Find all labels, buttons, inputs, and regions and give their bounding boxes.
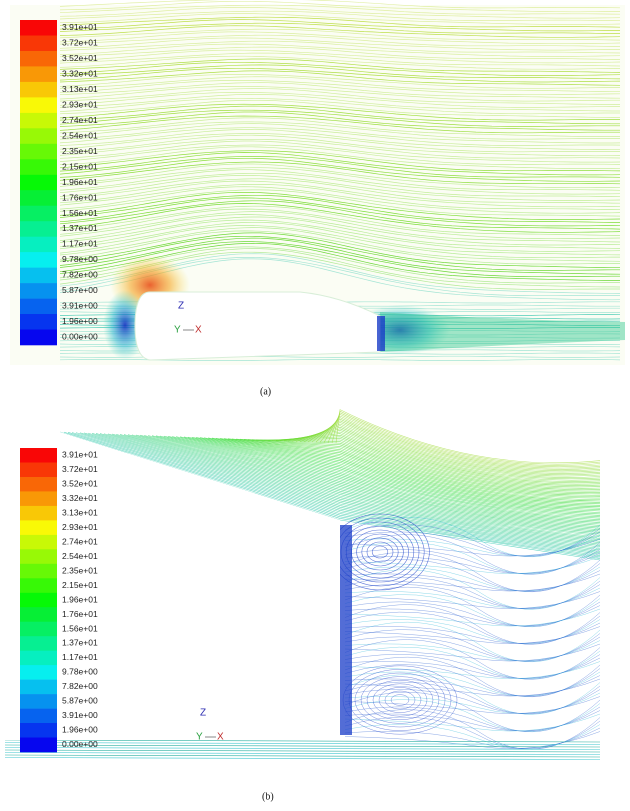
colorbar-swatch [20,709,57,724]
colorbar-label: 3.72e+01 [62,37,98,47]
colorbar-label: 5.87e+00 [62,696,98,706]
colorbar-label: 1.96e+00 [62,725,98,735]
colorbar-swatch [20,66,57,82]
colorbar-swatch [20,477,57,492]
colorbar-swatch [20,593,57,608]
axis-label-x: X [217,732,224,743]
colorbar-swatch [20,237,57,253]
colorbar-swatch [20,113,57,129]
colorbar-label: 2.93e+01 [62,99,98,109]
colorbar-label: 3.13e+01 [62,84,98,94]
colorbar-label: 1.96e+01 [62,177,98,187]
colorbar-swatch [20,651,57,666]
colorbar-swatch [20,607,57,622]
colorbar-label: 5.87e+00 [62,285,98,295]
colorbar-label: 1.56e+01 [62,623,98,633]
colorbar-swatch [20,665,57,680]
colorbar-label: 2.54e+01 [62,551,98,561]
colorbar-swatch [20,491,57,506]
colorbar-swatch [20,694,57,709]
colorbar-swatch [20,622,57,637]
colorbar-swatch [20,506,57,521]
page: {"panels": [ {"colorbar": {"labels": ["3… [0,0,630,811]
caption: (b) [262,791,274,802]
axis-label-x: X [195,325,202,336]
colorbar-label: 2.93e+01 [62,522,98,532]
colorbar-swatch [20,520,57,535]
colorbar-swatch [20,680,57,695]
colorbar-label: 1.17e+01 [62,652,98,662]
colorbar-swatch [20,252,57,268]
axis-label-y: Y [196,732,203,743]
axis-label-y: Y [174,325,181,336]
colorbar-swatch [20,268,57,284]
colorbar-label: 9.78e+00 [62,254,98,264]
colorbar-label: 3.91e+01 [62,22,98,32]
colorbar-swatch [20,97,57,113]
colorbar-label: 7.82e+00 [62,681,98,691]
colorbar-label: 1.37e+01 [62,638,98,648]
base-vortex [340,525,352,735]
colorbar-swatch [20,463,57,478]
colorbar-swatch [20,723,57,738]
colorbar-label: 1.56e+01 [62,208,98,218]
colorbar-label: 2.54e+01 [62,130,98,140]
colorbar-label: 2.15e+01 [62,580,98,590]
colorbar-label: 9.78e+00 [62,667,98,677]
colorbar-label: 3.52e+01 [62,478,98,488]
colorbar-swatch [20,283,57,299]
colorbar-label: 1.96e+01 [62,594,98,604]
colorbar-swatch [20,51,57,67]
colorbar-swatch [20,36,57,52]
colorbar-swatch [20,314,57,330]
base-vortex [377,316,385,351]
colorbar-swatch [20,549,57,564]
colorbar-swatch [20,221,57,237]
colorbar-label: 3.91e+00 [62,301,98,311]
colorbar-swatch [20,206,57,222]
colorbar-label: 3.72e+01 [62,464,98,474]
colorbar-swatch [20,578,57,593]
colorbar-swatch [20,175,57,191]
colorbar-label: 2.35e+01 [62,565,98,575]
colorbar-swatch [20,330,57,346]
colorbar-label: 3.91e+01 [62,449,98,459]
colorbar-swatch [20,144,57,160]
colorbar-label: 1.17e+01 [62,239,98,249]
figure: 3.91e+01 3.72e+01 3.52e+01 3.32e+01 3.13e+01… [0,0,630,806]
caption: (a) [260,386,271,397]
axis-label-z: Z [178,301,184,312]
colorbar-label: 3.32e+01 [62,493,98,503]
colorbar-swatch [20,738,57,753]
colorbar-label: 3.13e+01 [62,507,98,517]
colorbar-label: 2.15e+01 [62,161,98,171]
colorbar-swatch [20,159,57,175]
colorbar-swatch [20,448,57,463]
colorbar-swatch [20,128,57,144]
colorbar-label: 2.35e+01 [62,146,98,156]
colorbar-label: 3.32e+01 [62,68,98,78]
colorbar-label: 2.74e+01 [62,115,98,125]
streamlines-a [10,0,625,365]
colorbar-label: 1.96e+00 [62,316,98,326]
body [135,292,380,360]
colorbar-label: 7.82e+00 [62,270,98,280]
colorbar-label: 1.37e+01 [62,223,98,233]
colorbar-swatch [20,299,57,315]
colorbar-label: 1.76e+01 [62,609,98,619]
axis-label-z: Z [200,708,206,719]
colorbar-swatch [20,564,57,579]
colorbar-label: 0.00e+00 [62,332,98,342]
colorbar-swatch [20,636,57,651]
colorbar-label: 3.52e+01 [62,53,98,63]
colorbar-swatch [20,190,57,206]
colorbar-swatch [20,535,57,550]
colorbar-label: 2.74e+01 [62,536,98,546]
colorbar-label: 3.91e+00 [62,710,98,720]
colorbar-swatch [20,20,57,36]
colorbar-swatch [20,82,57,98]
colorbar-label: 1.76e+01 [62,192,98,202]
colorbar-label: 0.00e+00 [62,739,98,749]
